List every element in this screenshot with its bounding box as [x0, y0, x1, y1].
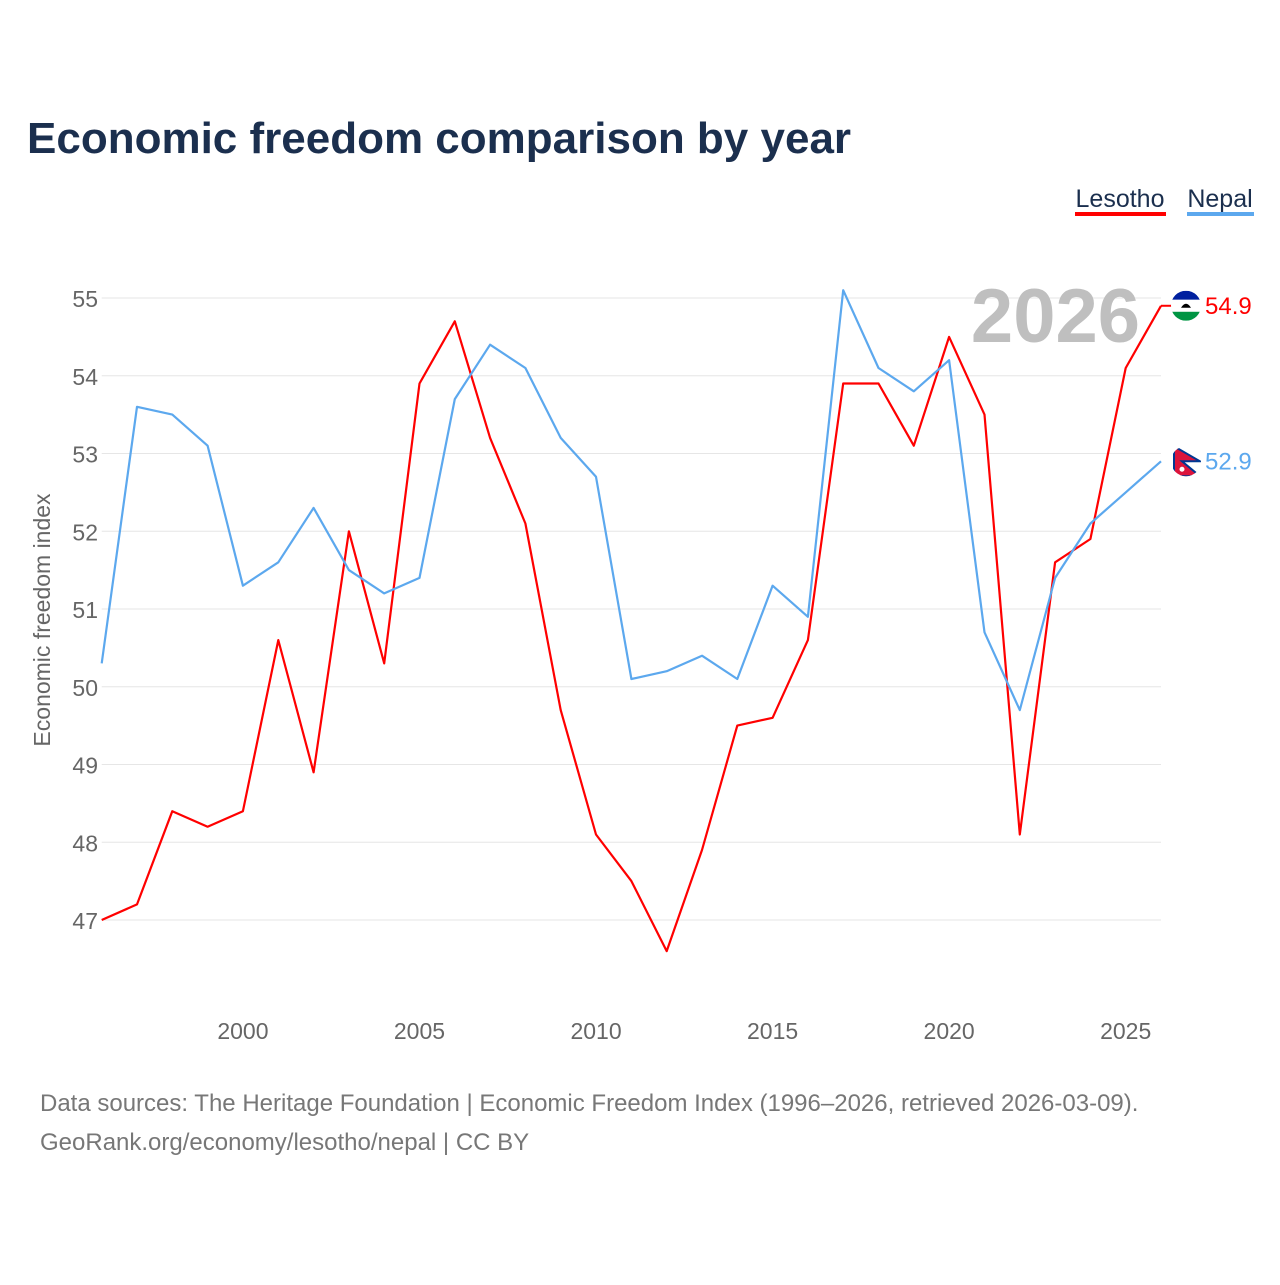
x-tick-label: 2020 [924, 1018, 975, 1044]
legend-label-lesotho[interactable]: Lesotho [1076, 185, 1165, 213]
legend-item-lesotho[interactable]: Lesotho [1075, 185, 1166, 216]
footer-source: Data sources: The Heritage Foundation | … [40, 1090, 1138, 1117]
x-tick-label: 2005 [394, 1018, 445, 1044]
y-tick-label: 49 [72, 753, 98, 779]
legend-swatch-lesotho [1075, 212, 1166, 216]
footer-link[interactable]: GeoRank.org/economy/lesotho/nepal | CC B… [40, 1129, 529, 1156]
x-tick-label: 2025 [1100, 1018, 1151, 1044]
y-tick-label: 52 [72, 519, 98, 545]
legend: Lesotho Nepal [1075, 185, 1254, 216]
legend-item-nepal[interactable]: Nepal [1187, 185, 1254, 216]
x-tick-label: 2000 [217, 1018, 268, 1044]
year-annotation: 2026 [971, 274, 1140, 359]
y-tick-label: 55 [72, 286, 98, 312]
series-line-nepal [100, 289, 1162, 712]
end-value-label-lesotho: 54.9 [1205, 293, 1252, 320]
y-tick-label: 54 [72, 364, 98, 390]
y-tick-label: 50 [72, 675, 98, 701]
x-tick-label: 2015 [747, 1018, 798, 1044]
y-tick-label: 47 [72, 908, 98, 934]
chart-title: Economic freedom comparison by year [27, 114, 851, 163]
lesotho-flag-icon [1161, 290, 1201, 321]
y-axis-label: Economic freedom index [29, 493, 55, 747]
y-tick-label: 51 [72, 597, 98, 623]
y-tick-label: 53 [72, 442, 98, 468]
nepal-flag-icon [1171, 446, 1201, 477]
series-line-lesotho [101, 305, 1162, 953]
end-value-label-nepal: 52.9 [1205, 448, 1252, 475]
y-tick-label: 48 [72, 830, 98, 856]
legend-label-nepal[interactable]: Nepal [1187, 185, 1252, 213]
legend-swatch-nepal [1187, 212, 1254, 216]
x-tick-label: 2010 [570, 1018, 621, 1044]
